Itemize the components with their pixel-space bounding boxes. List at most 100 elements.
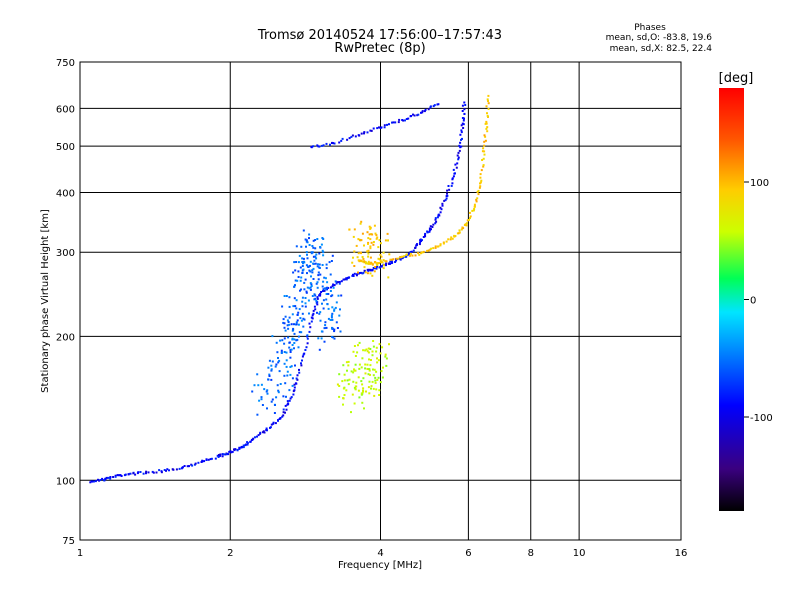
data-point [346,138,349,141]
data-point [274,404,276,406]
data-point [363,132,365,135]
data-point [331,294,334,297]
data-point [297,311,300,314]
data-point [376,264,379,266]
data-point [340,139,343,142]
data-point [305,346,308,349]
data-point [363,407,365,410]
data-point [308,330,311,333]
data-point [368,233,371,236]
data-point [385,264,387,267]
data-point [117,474,120,477]
data-point [345,389,348,392]
data-point [297,335,300,338]
data-point [369,247,372,250]
data-point [289,373,292,376]
data-point [487,100,489,102]
data-point [299,317,302,320]
data-point [412,113,414,116]
data-point [301,261,304,263]
data-point [370,359,372,361]
data-point [434,245,437,248]
data-point [483,153,486,156]
data-point [319,273,322,276]
data-point [378,262,380,265]
data-point [487,107,490,110]
data-point [387,262,390,265]
data-point [327,307,330,310]
data-point [362,377,365,380]
data-point [343,278,346,281]
data-point [359,259,362,262]
stats-o-line: mean, sd,O: -83.8, 19.6 [605,33,712,43]
data-point [445,195,448,198]
data-point [119,474,122,477]
data-point [221,455,224,458]
data-point [289,397,292,400]
data-point [316,265,319,268]
data-point [428,230,431,233]
data-point [374,379,377,382]
data-point [327,293,330,295]
data-point [295,382,298,385]
data-point [441,204,444,207]
data-point [318,145,321,148]
data-point [283,351,286,353]
data-point [473,205,476,208]
data-point [473,208,476,210]
data-point [426,230,429,233]
data-point [191,464,194,467]
data-point [375,346,378,349]
data-point [322,144,325,147]
data-point [475,198,478,201]
data-point [297,276,300,278]
data-point [306,257,309,260]
data-point [283,322,286,325]
data-point [270,378,273,381]
data-point [310,283,313,286]
data-point [369,227,372,230]
data-point [311,295,314,297]
data-point [453,235,456,238]
data-point [388,253,391,256]
data-point [112,476,115,478]
data-point [298,308,301,311]
data-point [317,271,320,274]
data-point [457,151,460,154]
data-point [194,462,197,465]
data-point [465,222,468,225]
data-point [317,278,320,281]
data-point [407,117,410,120]
data-point [207,458,210,461]
data-point [478,186,481,189]
data-point [305,264,308,267]
data-point [335,282,338,285]
data-point [471,209,474,212]
data-point [352,380,355,383]
data-point [445,240,448,243]
data-point [341,380,344,383]
data-point [347,276,350,279]
data-point [354,388,357,391]
data-point [378,126,380,129]
data-point [327,317,330,320]
data-point [346,369,348,372]
data-point [358,367,361,370]
data-point [303,281,306,284]
data-point [370,241,373,244]
data-point [322,307,325,310]
data-point [420,240,422,243]
data-point [352,371,355,374]
y-tick-label: 200 [56,332,75,343]
data-point [99,479,102,481]
data-point [461,110,464,112]
data-point [283,342,286,345]
data-point [376,262,378,265]
data-point [379,381,382,384]
data-point [484,135,487,138]
data-point [459,146,462,149]
data-point [355,381,358,384]
data-point [377,376,380,379]
data-point [476,191,479,193]
data-point [301,257,304,260]
